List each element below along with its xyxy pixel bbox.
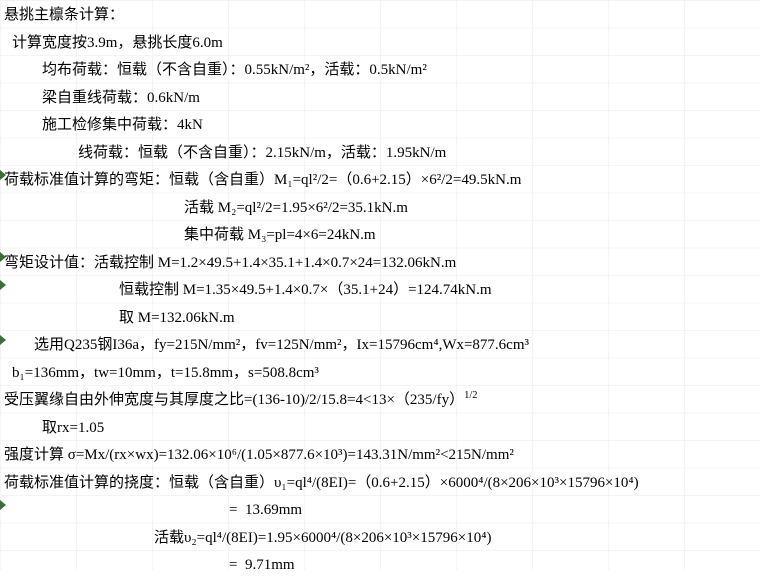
line-line-load: 线荷载：恒载（不含自重）：2.15kN/m，活载：1.95kN/m	[4, 140, 756, 168]
eq-sign: =	[229, 502, 237, 518]
line-strength: 强度计算 σ=Mx/(rx×wx)=132.06×10⁶/(1.05×877.6…	[4, 442, 756, 470]
line-calc-width: 计算宽度按3.9m，悬挑长度6.0m	[4, 30, 756, 58]
line-moment-m3: 集中荷载 M₃=pl=4×6=24kN.m	[4, 222, 756, 250]
line-deflection-live: 活载υ₂=ql⁴/(8EI)=1.95×6000⁴/(8×206×10³×157…	[4, 525, 756, 553]
flange-ratio-text: 受压翼缘自由外伸宽度与其厚度之比=(136-10)/2/15.8=4<13×（2…	[4, 392, 464, 408]
line-design-dead: 恒载控制 M=1.35×49.5+1.4×0.7×（35.1+24）=124.7…	[4, 277, 756, 305]
line-uniform-load: 均布荷载：恒载（不含自重）：0.55kN/m²，活载：0.5kN/m²	[4, 57, 756, 85]
deflection-value: 13.69mm	[245, 502, 302, 518]
line-design-live: 弯矩设计值：活载控制 M=1.2×49.5+1.4×35.1+1.4×0.7×2…	[4, 250, 756, 278]
line-title: 悬挑主檩条计算：	[4, 2, 756, 30]
line-deflection-dead-val: = 13.69mm	[4, 497, 756, 525]
line-steel-section: 选用Q235钢I36a，fy=215N/mm²，fv=125N/mm²，Ix=1…	[4, 332, 756, 360]
deflection-value: 9.71mm	[245, 557, 295, 573]
line-take-rx: 取rx=1.05	[4, 415, 756, 443]
flange-ratio-exp: 1/2	[464, 390, 477, 401]
line-take-m: 取 M=132.06kN.m	[4, 305, 756, 333]
line-deflection-live-val: = 9.71mm	[4, 552, 756, 580]
calculation-content: 悬挑主檩条计算： 计算宽度按3.9m，悬挑长度6.0m 均布荷载：恒载（不含自重…	[0, 0, 760, 582]
line-construction-load: 施工检修集中荷载：4kN	[4, 112, 756, 140]
line-deflection-dead: 荷载标准值计算的挠度：恒载（含自重）υ₁=ql⁴/(8EI)=（0.6+2.15…	[4, 470, 756, 498]
line-flange-ratio: 受压翼缘自由外伸宽度与其厚度之比=(136-10)/2/15.8=4<13×（2…	[4, 387, 756, 415]
line-moment-m2: 活载 M₂=ql²/2=1.95×6²/2=35.1kN.m	[4, 195, 756, 223]
line-moment-m1: 荷载标准值计算的弯矩：恒载（含自重）M₁=ql²/2=（0.6+2.15）×6²…	[4, 167, 756, 195]
eq-sign: =	[229, 557, 237, 573]
line-self-weight: 梁自重线荷载：0.6kN/m	[4, 85, 756, 113]
line-dimensions: b₁=136mm，tw=10mm，t=15.8mm，s=508.8cm³	[4, 360, 756, 388]
